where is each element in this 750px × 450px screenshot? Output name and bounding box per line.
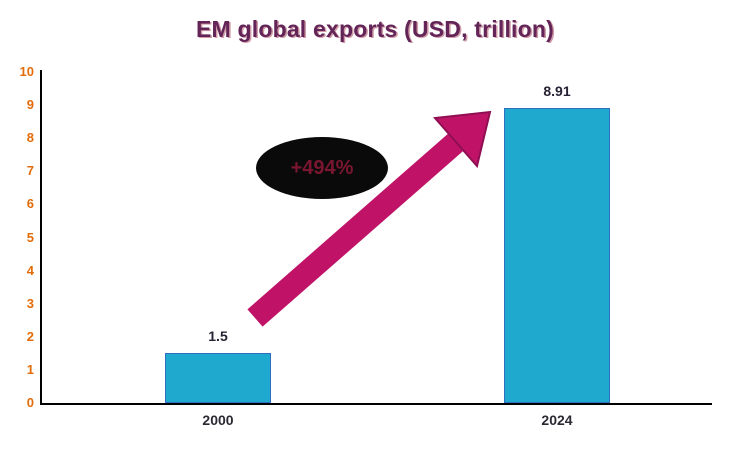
arrow-head-icon xyxy=(432,110,492,169)
y-tick-label: 6 xyxy=(26,196,34,212)
y-tick-label: 0 xyxy=(26,395,34,410)
y-tick-label: 1 xyxy=(26,361,34,377)
y-tick-label: 8 xyxy=(26,130,34,146)
value-label-2024: 8.91 xyxy=(543,83,571,100)
x-axis-line xyxy=(40,403,712,405)
y-tick-label: 5 xyxy=(26,229,34,245)
y-tick-label: 2 xyxy=(26,328,34,344)
arrow-shaft-icon xyxy=(247,133,464,327)
y-tick-label: 7 xyxy=(26,163,34,179)
category-label-2000: 2000 xyxy=(202,412,234,428)
growth-arrow xyxy=(247,110,492,327)
y-tick-label: 9 xyxy=(26,97,34,113)
category-label-2024: 2024 xyxy=(541,412,573,428)
chart-title: EM global exports (USD, trillion) xyxy=(195,16,554,42)
growth-annotation-text: +494% xyxy=(290,156,354,179)
value-label-2000: 1.5 xyxy=(208,328,228,345)
y-tick-label: 10 xyxy=(19,64,34,79)
y-tick-label: 3 xyxy=(26,295,34,311)
growth-annotation-ellipse: +494% xyxy=(256,137,388,199)
y-tick-label: 4 xyxy=(26,262,34,278)
y-axis-line xyxy=(40,70,42,405)
bar-2000 xyxy=(165,353,271,403)
bar-2024 xyxy=(504,108,610,403)
